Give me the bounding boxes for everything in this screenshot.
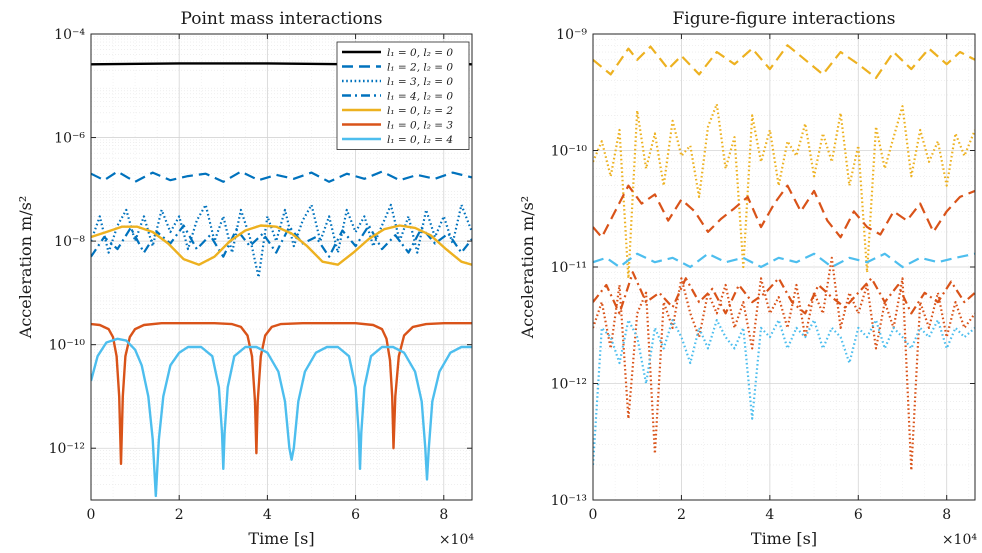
legend-entry: l₁ = 2, l₂ = 0 bbox=[387, 62, 453, 74]
series-line-1 bbox=[593, 44, 975, 80]
series-line-7 bbox=[91, 337, 472, 498]
y-tick-label: 10⁻⁸ bbox=[54, 234, 85, 250]
y-tick-label: 10⁻⁹ bbox=[556, 27, 587, 43]
y-axis-label: Acceleration m/s² bbox=[16, 196, 35, 339]
series-group bbox=[593, 44, 975, 472]
series-line-6 bbox=[91, 322, 472, 465]
x-tick-label: 6 bbox=[351, 507, 360, 523]
series-line-3 bbox=[593, 184, 975, 239]
legend: l₁ = 0, l₂ = 0 l₁ = 2, l₂ = 0 l₁ = 3, l₂ =… bbox=[336, 41, 470, 150]
series-line-4 bbox=[593, 256, 975, 472]
x-axis-label: Time [s] bbox=[248, 529, 314, 548]
y-tick-label: 10⁻¹³ bbox=[551, 493, 587, 509]
legend-entry: l₁ = 0, l₂ = 0 bbox=[387, 47, 453, 59]
x-multiplier-label: ×10⁴ bbox=[942, 532, 978, 548]
x-tick-label: 4 bbox=[263, 507, 272, 523]
y-tick-label: 10⁻⁴ bbox=[54, 27, 85, 43]
legend-box bbox=[336, 41, 470, 150]
x-multiplier-label: ×10⁴ bbox=[439, 532, 475, 548]
chart-2: 10⁻¹³ 10⁻¹² 10⁻¹¹ 10⁻¹⁰ 10⁻⁹ 0 2 4 6 8 Figure-figu… bbox=[518, 9, 977, 548]
axes-frame bbox=[90, 33, 473, 501]
y-tick-label: 10⁻⁶ bbox=[54, 131, 85, 147]
y-tick-label: 10⁻¹⁰ bbox=[551, 144, 588, 160]
legend-entry: l₁ = 3, l₂ = 0 bbox=[387, 76, 453, 88]
series-line-5 bbox=[91, 224, 472, 266]
legend-entry: l₁ = 0, l₂ = 3 bbox=[387, 120, 453, 132]
y-tick-label: 10⁻¹² bbox=[551, 377, 587, 393]
y-axis-label: Acceleration m/s² bbox=[518, 196, 537, 339]
series-line-4 bbox=[91, 224, 472, 258]
series-line-6 bbox=[593, 252, 975, 269]
x-tick-label: 8 bbox=[942, 507, 951, 523]
legend-entry: l₁ = 0, l₂ = 4 bbox=[387, 134, 453, 146]
series-line-7 bbox=[593, 319, 975, 465]
y-tick-label: 10⁻¹⁰ bbox=[49, 338, 86, 354]
x-tick-label: 8 bbox=[439, 507, 448, 523]
y-tick-label: 10⁻¹¹ bbox=[551, 260, 587, 276]
y-tick-label: 10⁻¹² bbox=[49, 441, 85, 457]
series-line-2 bbox=[91, 170, 472, 183]
chart-1: 10⁻¹² 10⁻¹⁰ 10⁻⁸ 10⁻⁶ 10⁻⁴ 0 2 4 6 8 Point mass in… bbox=[16, 9, 474, 548]
series-line-5 bbox=[593, 271, 975, 315]
x-tick-label: 2 bbox=[175, 507, 184, 523]
x-tick-label: 6 bbox=[854, 507, 863, 523]
chart-title: Figure-figure interactions bbox=[673, 9, 896, 29]
legend-entry: l₁ = 0, l₂ = 2 bbox=[387, 105, 453, 117]
x-tick-label: 4 bbox=[765, 507, 774, 523]
x-tick-label: 2 bbox=[677, 507, 686, 523]
x-axis-label: Time [s] bbox=[751, 529, 817, 548]
chart-title: Point mass interactions bbox=[181, 9, 383, 29]
x-tick-label: 0 bbox=[87, 507, 96, 523]
x-tick-label: 0 bbox=[589, 507, 598, 523]
series-line-3 bbox=[91, 203, 472, 279]
legend-entry: l₁ = 4, l₂ = 0 bbox=[387, 91, 453, 103]
series-line-2 bbox=[593, 102, 975, 280]
